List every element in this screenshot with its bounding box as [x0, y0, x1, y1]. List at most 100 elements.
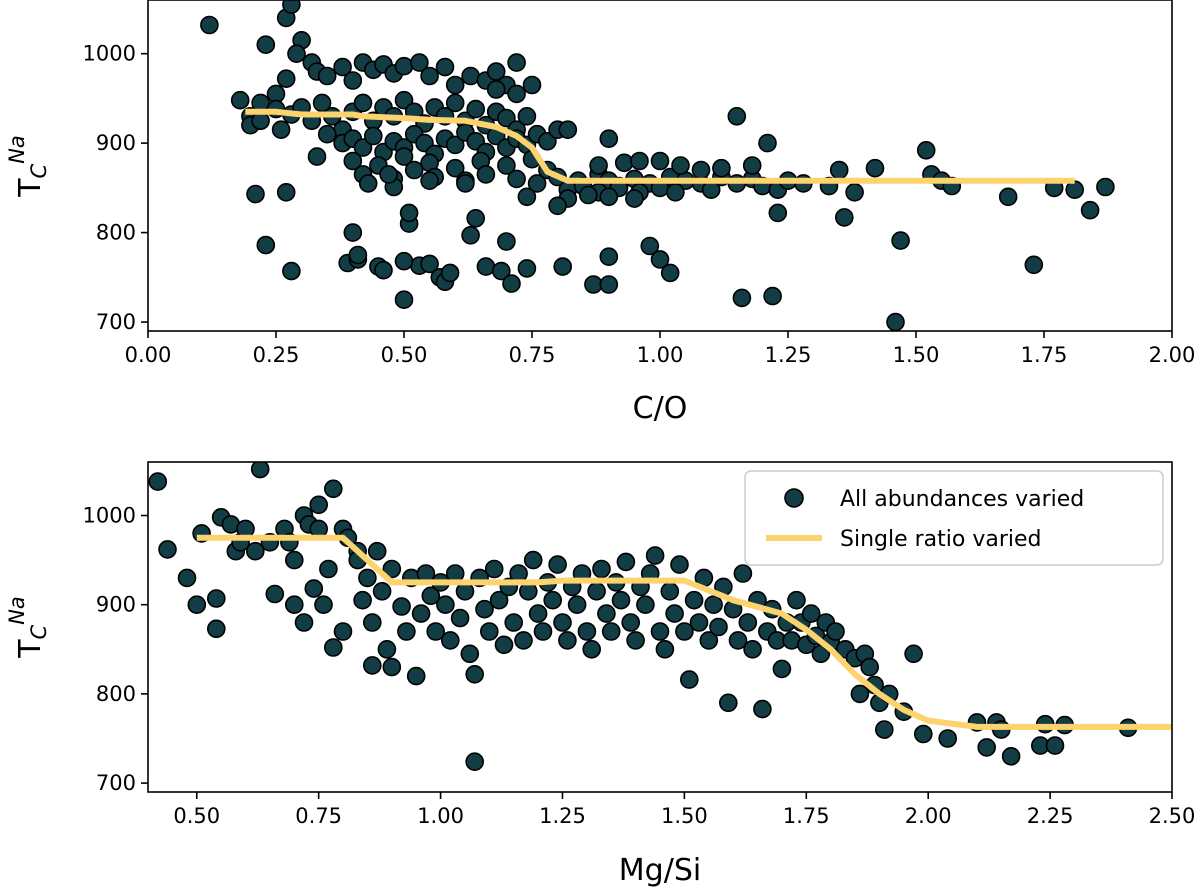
- p0-single-ratio-line: [245, 108, 1075, 184]
- p1-data-point-5: [207, 589, 226, 608]
- p1-data-point-20: [294, 613, 314, 632]
- p1-single-ratio-line: [196, 534, 1172, 730]
- p0-data-point-126: [625, 189, 644, 208]
- p1-data-point-99: [655, 639, 675, 659]
- p0-data-point-147: [589, 156, 608, 175]
- p1-data-point-6: [207, 619, 226, 639]
- p0-data-point-183: [440, 263, 460, 283]
- p1-data-point-116: [738, 613, 758, 632]
- panel-top-co: 0.00 0.25 0.50 0.75 1.00 1.25 1.50 1.75 2.00 700…: [5, 0, 1195, 426]
- p1-data-point-149: [977, 738, 997, 757]
- p1-data-point-110: [709, 617, 728, 637]
- p0-data-point-175: [343, 223, 363, 242]
- p0-data-point-128: [701, 180, 721, 199]
- p1-data-point-72: [523, 550, 543, 570]
- p1-data-point-26: [314, 595, 333, 615]
- p0-data-point-15: [343, 71, 363, 90]
- p1-data-point-1: [158, 540, 177, 559]
- p0-data-point-3: [256, 35, 276, 55]
- p1-data-point-129: [801, 604, 821, 623]
- p1-data-point-87: [597, 604, 616, 623]
- p1-data-point-23: [304, 579, 324, 598]
- p0-data-point-193: [599, 275, 619, 294]
- p0-data-point-161: [420, 171, 439, 190]
- p0-data-point-34: [251, 111, 270, 131]
- p0-data-point-152: [671, 156, 690, 175]
- p0-data-point-6: [276, 69, 296, 88]
- p0-data-point-90: [445, 158, 465, 178]
- p1-data-point-41: [377, 639, 397, 659]
- p0-data-point-145: [1096, 177, 1115, 197]
- p0-data-point-154: [712, 158, 731, 178]
- p1-data-point-79: [558, 631, 577, 650]
- p0-data-point-159: [834, 208, 854, 227]
- p0-data-point-170: [256, 235, 276, 255]
- p0-x-tick-label-2: 0.50: [381, 343, 428, 367]
- p1-x-tick-label-5: 1.75: [783, 804, 830, 828]
- p0-points-layer: [200, 0, 1115, 331]
- p1-data-point-29: [323, 638, 343, 657]
- p1-data-point-77: [548, 555, 567, 574]
- p1-data-point-98: [650, 622, 670, 641]
- p1-data-point-126: [787, 590, 806, 610]
- p0-x-tick-label-7: 1.75: [1021, 343, 1068, 367]
- p1-y-tick-label-2: 900: [96, 593, 136, 617]
- p0-data-point-184: [461, 226, 480, 245]
- p1-data-point-27: [319, 559, 338, 579]
- p0-data-point-124: [578, 185, 598, 205]
- p0-data-point-20: [394, 56, 414, 76]
- p1-data-point-93: [626, 631, 645, 650]
- p0-data-point-196: [650, 250, 670, 269]
- p0-data-point-201: [891, 231, 910, 250]
- p1-data-point-31: [333, 622, 353, 641]
- p0-data-point-160: [456, 174, 475, 193]
- p0-y-tick-label-2: 900: [96, 131, 136, 155]
- p1-y-tick-label-3: 1000: [83, 504, 136, 528]
- p1-data-point-108: [699, 631, 719, 650]
- p0-x-tick-label-1: 0.25: [253, 343, 300, 367]
- p1-data-point-42: [382, 559, 402, 579]
- p0-data-point-164: [276, 183, 296, 202]
- p1-axes-frame: [147, 461, 1173, 793]
- p1-x-tick-label-3: 1.25: [539, 804, 586, 828]
- p0-y-tick-label-1: 800: [96, 221, 136, 245]
- p0-data-point-100: [476, 165, 496, 184]
- p0-data-point-153: [691, 160, 711, 180]
- p0-data-point-40: [312, 93, 332, 113]
- p0-data-point-125: [599, 187, 619, 207]
- p0-data-point-151: [650, 151, 670, 171]
- p1-data-point-102: [670, 555, 689, 574]
- p1-data-point-60: [465, 664, 485, 684]
- p0-data-point-180: [420, 254, 439, 274]
- p0-data-point-36: [271, 120, 291, 139]
- p0-data-point-88: [394, 147, 414, 166]
- legend-box: [744, 470, 1164, 566]
- p1-data-point-97: [645, 546, 665, 565]
- p1-data-point-73: [528, 604, 548, 623]
- p1-data-point-0: [148, 472, 168, 491]
- p1-x-tick-label-8: 2.50: [1149, 804, 1196, 828]
- p1-data-point-146: [913, 724, 933, 744]
- p0-data-point-155: [727, 107, 747, 126]
- p1-data-point-155: [1045, 736, 1065, 755]
- p0-data-point-30: [522, 75, 542, 95]
- p1-data-point-95: [636, 595, 655, 615]
- p1-data-point-44: [392, 597, 411, 616]
- p0-data-point-53: [445, 93, 465, 113]
- p0-data-point-179: [394, 290, 414, 310]
- p1-data-point-56: [450, 608, 470, 628]
- p1-data-point-83: [577, 622, 597, 641]
- p1-data-point-85: [587, 581, 606, 601]
- p1-data-point-50: [421, 586, 441, 606]
- p0-data-point-148: [599, 129, 619, 148]
- p1-data-point-147: [938, 729, 958, 748]
- p0-data-point-73: [445, 135, 465, 155]
- p1-x-axis-label: Mg/Si: [619, 853, 701, 888]
- p0-data-point-174: [348, 245, 368, 265]
- p0-data-point-61: [317, 124, 337, 144]
- p1-data-point-51: [426, 622, 446, 641]
- p1-data-point-62: [475, 599, 494, 619]
- legend-label-points: All abundances varied: [840, 487, 1084, 512]
- p0-data-point-141: [998, 187, 1018, 207]
